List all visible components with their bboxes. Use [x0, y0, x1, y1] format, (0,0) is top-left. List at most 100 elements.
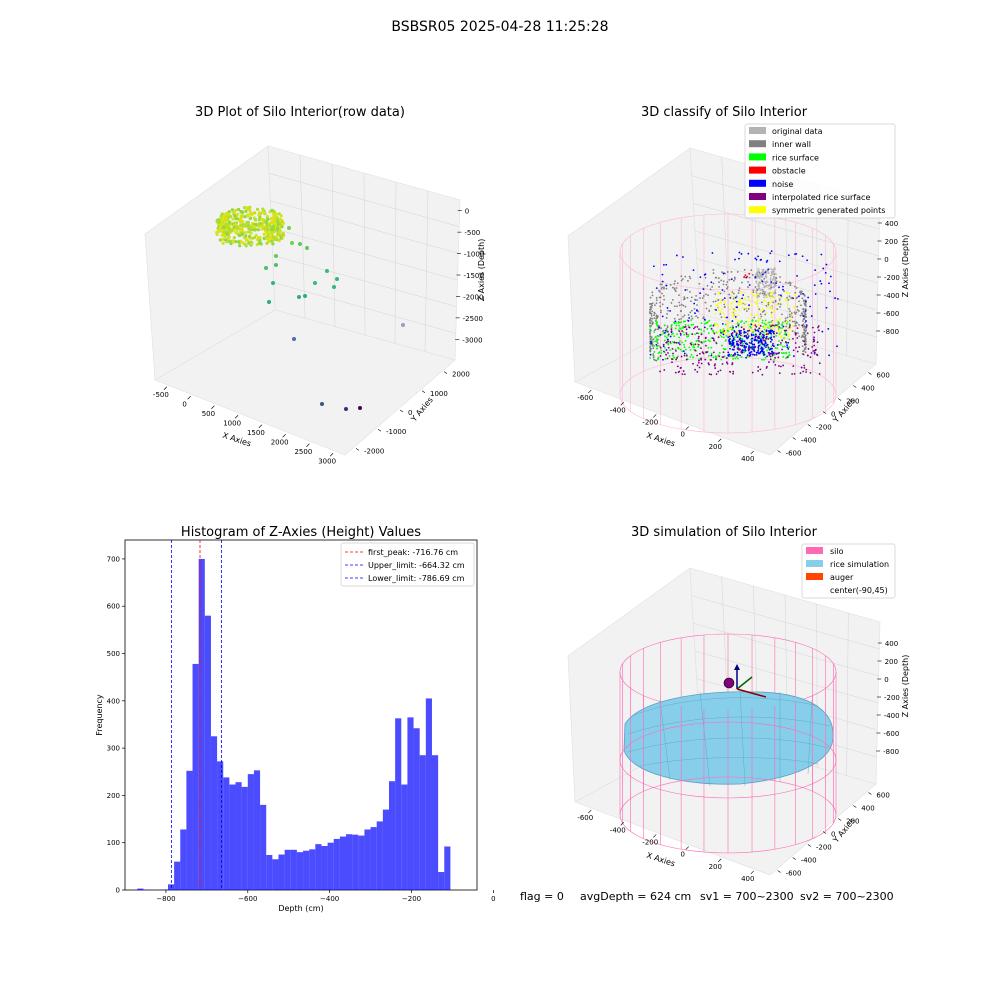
class-point	[652, 265, 655, 268]
hist-bar	[438, 872, 445, 890]
class-point	[805, 316, 807, 318]
class-point	[751, 320, 754, 322]
class-point	[760, 346, 763, 349]
class-point	[657, 358, 659, 361]
class-point	[695, 294, 698, 297]
class-point	[748, 299, 751, 301]
class-point	[760, 272, 763, 274]
class-point	[683, 314, 686, 317]
class-point	[778, 326, 780, 328]
class-point	[715, 358, 717, 361]
class-point	[789, 292, 791, 295]
class-point	[779, 327, 782, 329]
raw-point	[245, 230, 249, 234]
class-point	[744, 349, 747, 352]
class-point	[733, 330, 736, 333]
class-point	[682, 370, 685, 372]
class-point	[751, 294, 754, 297]
class-point	[775, 319, 778, 321]
class-point	[783, 329, 786, 332]
class-point	[702, 295, 705, 297]
status-line: flag = 0 avgDepth = 624 cm sv1 = 700~230…	[520, 890, 894, 903]
class-point	[684, 275, 687, 278]
raw-point	[248, 209, 252, 213]
hist-bar	[174, 861, 181, 890]
class-point	[749, 325, 752, 328]
class-point	[736, 343, 738, 346]
class-point	[699, 297, 701, 299]
class-point	[748, 346, 750, 349]
class-point	[659, 301, 661, 304]
y-tick-label: -400	[801, 857, 817, 865]
class-point	[649, 331, 651, 334]
panel-hist-legend: first_peak: -716.76 cm Upper_limit: -664.…	[340, 542, 475, 587]
class-point	[650, 341, 652, 343]
raw-point	[215, 232, 219, 237]
raw-point	[261, 210, 265, 214]
class-point	[805, 324, 808, 327]
class-point	[818, 362, 821, 365]
class-point	[751, 343, 754, 346]
class-point	[653, 311, 656, 314]
class-point	[692, 323, 695, 326]
class-point	[754, 324, 757, 327]
class-point	[752, 291, 755, 294]
class-point	[757, 267, 760, 270]
class-point	[761, 319, 764, 322]
class-point	[787, 298, 790, 301]
class-point	[740, 340, 742, 342]
class-point	[763, 354, 765, 356]
class-point	[758, 276, 761, 279]
raw-point	[232, 211, 236, 215]
legend-swatch	[749, 179, 766, 187]
hist-bar	[266, 855, 273, 890]
class-point	[802, 323, 805, 326]
hist-bar	[192, 663, 199, 890]
class-point	[662, 358, 664, 361]
hist-bar	[401, 784, 408, 890]
class-point	[795, 252, 798, 255]
class-point	[729, 347, 731, 350]
class-point	[663, 263, 665, 266]
class-point	[748, 317, 750, 320]
class-point	[765, 346, 767, 349]
class-point	[731, 363, 734, 366]
panel-classify-xlabel: X Axies	[645, 431, 676, 449]
class-point	[713, 339, 715, 342]
hist-x-tick-label: −800	[156, 895, 175, 903]
class-point	[734, 357, 737, 360]
class-point	[765, 272, 768, 275]
class-point	[761, 373, 764, 376]
class-point	[671, 358, 673, 361]
class-point	[726, 362, 729, 365]
class-point	[690, 343, 693, 346]
class-point	[743, 331, 746, 333]
class-point	[692, 343, 695, 346]
class-point	[712, 338, 715, 340]
class-point	[770, 271, 773, 273]
raw-point	[248, 216, 252, 221]
class-point	[665, 341, 668, 344]
hist-bar	[346, 834, 353, 890]
class-point	[690, 323, 693, 326]
raw-point	[231, 240, 235, 244]
class-point	[812, 340, 815, 343]
class-point	[689, 277, 692, 280]
class-point	[813, 352, 816, 355]
class-point	[707, 332, 710, 335]
x-tick-label: 400	[741, 875, 754, 883]
class-point	[705, 344, 707, 347]
class-point	[762, 331, 765, 334]
class-point	[728, 335, 731, 338]
y-tick-label: 200	[846, 398, 859, 406]
hist-y-tick-label: 500	[107, 650, 120, 658]
class-point	[748, 345, 750, 347]
class-point	[735, 330, 738, 333]
class-point	[784, 345, 786, 348]
class-point	[665, 284, 668, 287]
class-point	[714, 323, 717, 326]
class-point	[680, 303, 683, 306]
class-point	[671, 286, 674, 289]
class-point	[723, 297, 726, 300]
raw-point	[247, 241, 251, 245]
